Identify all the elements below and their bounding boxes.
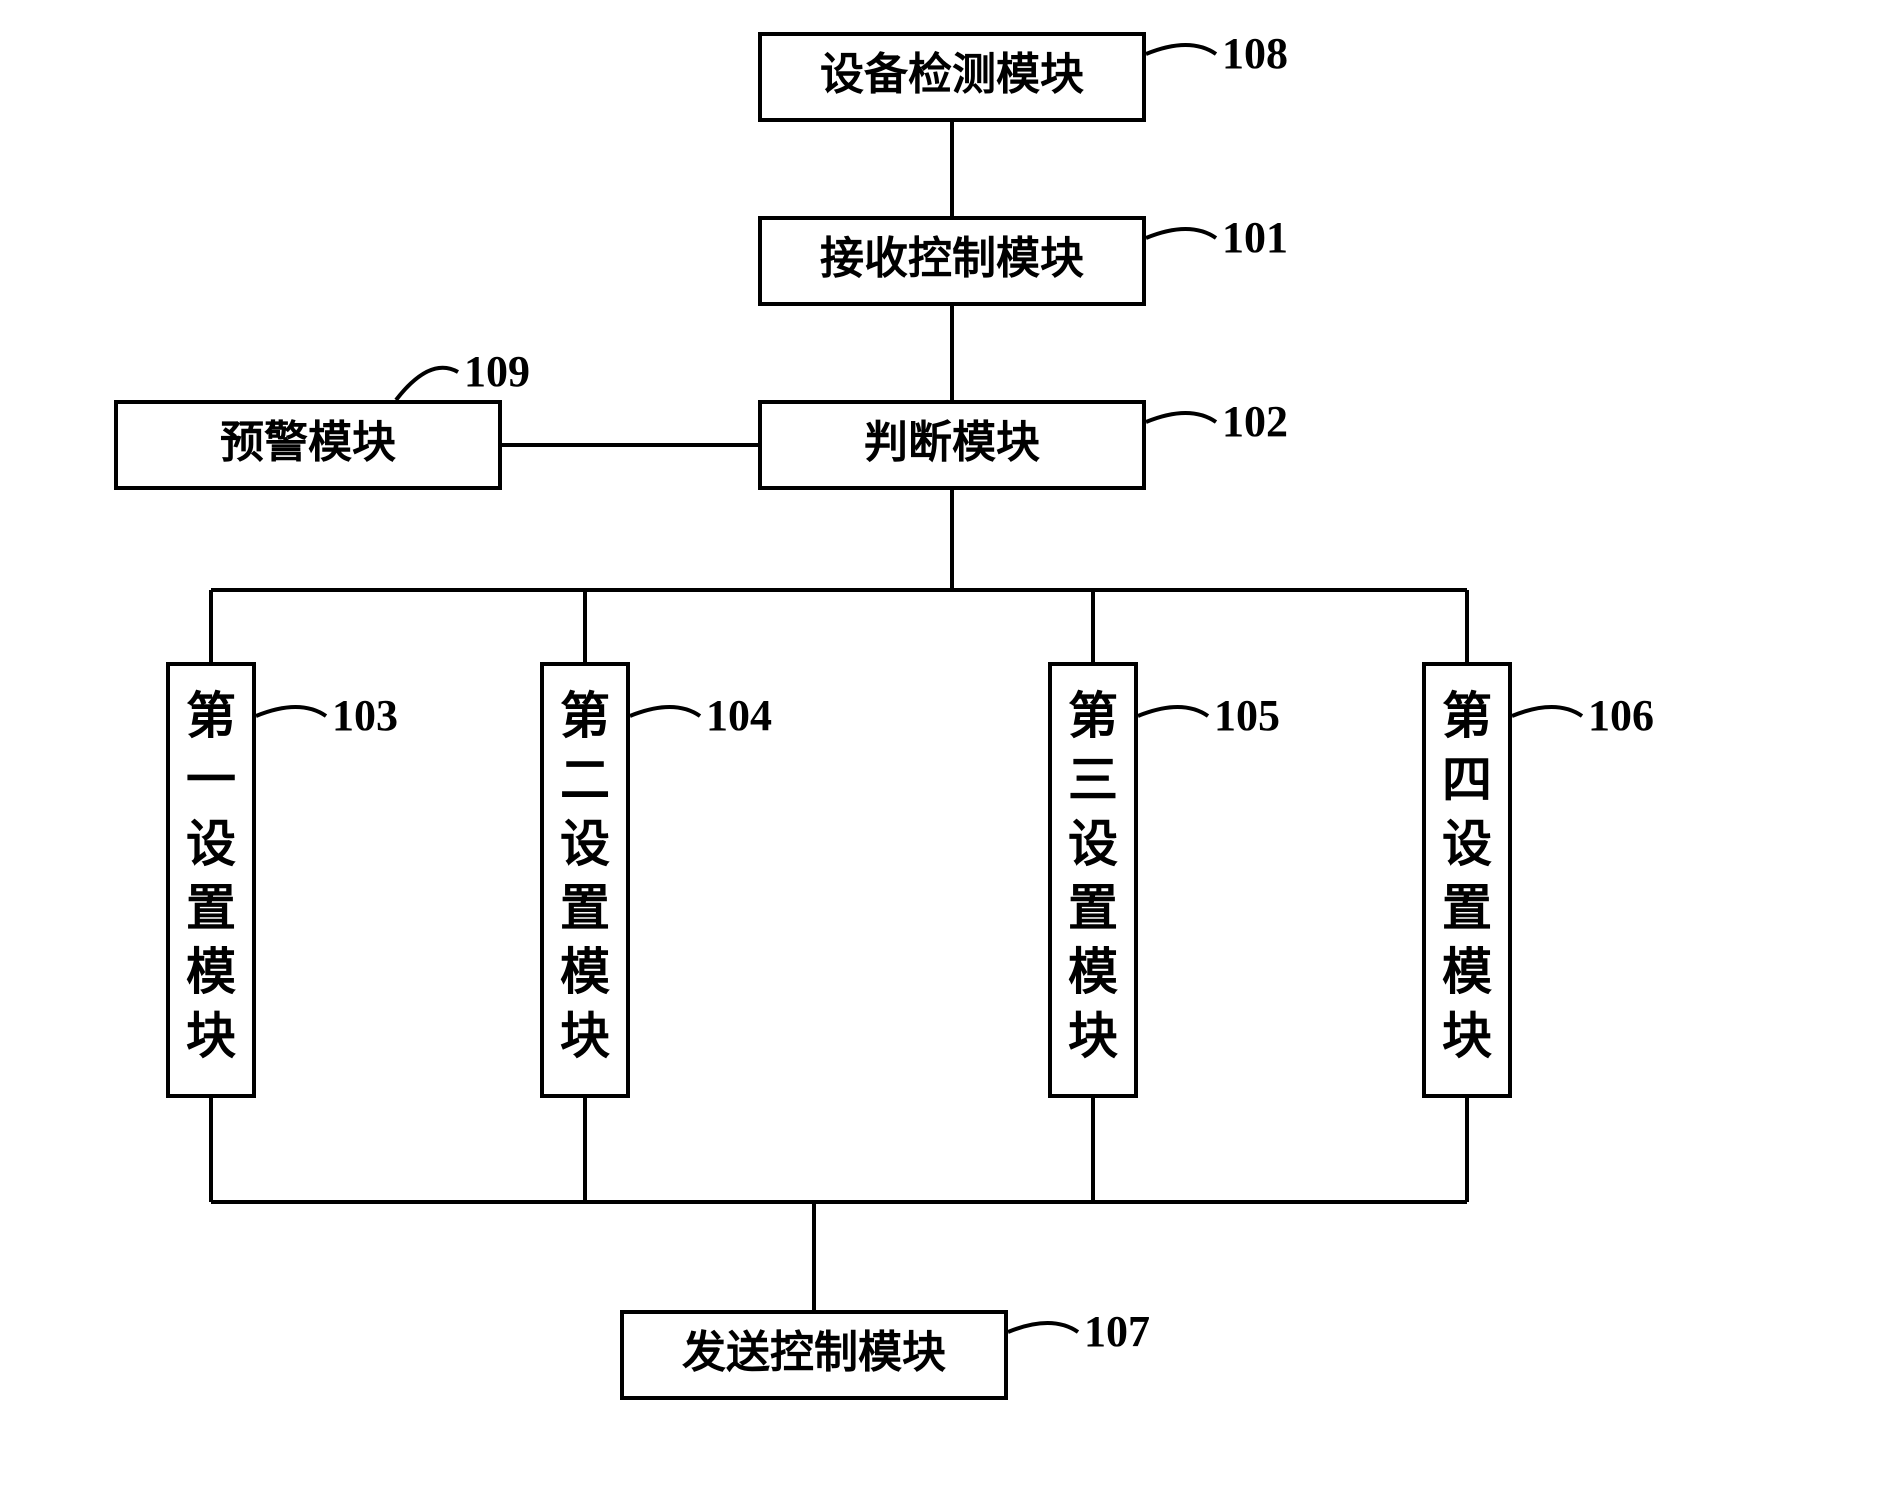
label-n103-char-2: 设 [186,816,236,872]
label-n104-char-2: 设 [560,816,610,872]
label-n105-char-3: 置 [1068,880,1118,936]
label-n105-char-1: 三 [1068,752,1118,808]
label-n101: 接收控制模块 [820,234,1084,283]
leader-n104 [630,707,700,716]
label-n103-char-1: 一 [186,752,236,808]
label-n109: 预警模块 [220,418,396,467]
label-n102: 判断模块 [864,418,1040,467]
label-n106-char-4: 模 [1442,944,1492,1000]
label-n106-char-2: 设 [1442,816,1492,872]
label-n103: 第 [186,688,236,744]
node-n108: 设备检测模块 108 [760,29,1288,120]
annotation-n105: 105 [1214,691,1280,740]
label-n105-char-4: 模 [1068,944,1118,1000]
label-n103-char-5: 块 [186,1008,236,1064]
node-n109: 预警模块 109 [116,347,530,488]
node-n102: 判断模块 102 [760,397,1288,488]
node-n103: 第一设置模块 103 [168,664,398,1096]
node-n101: 接收控制模块 101 [760,213,1288,304]
label-n104-char-5: 块 [560,1008,610,1064]
label-n107: 发送控制模块 [682,1328,946,1377]
label-n106-char-1: 四 [1442,752,1492,808]
annotation-n102: 102 [1222,397,1288,446]
leader-n108 [1146,45,1216,54]
label-n104-char-4: 模 [560,944,610,1000]
label-n105-char-5: 块 [1068,1008,1118,1064]
node-n104: 第二设置模块 104 [542,664,772,1096]
leader-n101 [1146,229,1216,238]
annotation-n101: 101 [1222,213,1288,262]
annotation-n106: 106 [1588,691,1654,740]
label-n104-char-1: 二 [560,752,610,808]
leader-n102 [1146,413,1216,422]
label-n106-char-3: 置 [1442,880,1492,936]
label-n105: 第 [1068,688,1118,744]
label-n104-char-3: 置 [560,880,610,936]
node-n105: 第三设置模块 105 [1050,664,1280,1096]
leader-n109 [396,368,458,400]
label-n106: 第 [1442,688,1492,744]
node-n107: 发送控制模块 107 [622,1307,1150,1398]
label-n103-char-3: 置 [186,880,236,936]
leader-n107 [1008,1323,1078,1332]
leader-n103 [256,707,326,716]
annotation-n108: 108 [1222,29,1288,78]
leader-n106 [1512,707,1582,716]
label-n108: 设备检测模块 [820,50,1084,99]
annotation-n104: 104 [706,691,772,740]
nodes-layer: 设备检测模块108接收控制模块101预警模块109判断模块102第一设置模块10… [116,29,1654,1398]
annotation-n103: 103 [332,691,398,740]
node-n106: 第四设置模块 106 [1424,664,1654,1096]
label-n105-char-2: 设 [1068,816,1118,872]
label-n104: 第 [560,688,610,744]
annotation-n107: 107 [1084,1307,1150,1356]
leader-n105 [1138,707,1208,716]
label-n106-char-5: 块 [1442,1008,1492,1064]
annotation-n109: 109 [464,347,530,396]
label-n103-char-4: 模 [186,944,236,1000]
